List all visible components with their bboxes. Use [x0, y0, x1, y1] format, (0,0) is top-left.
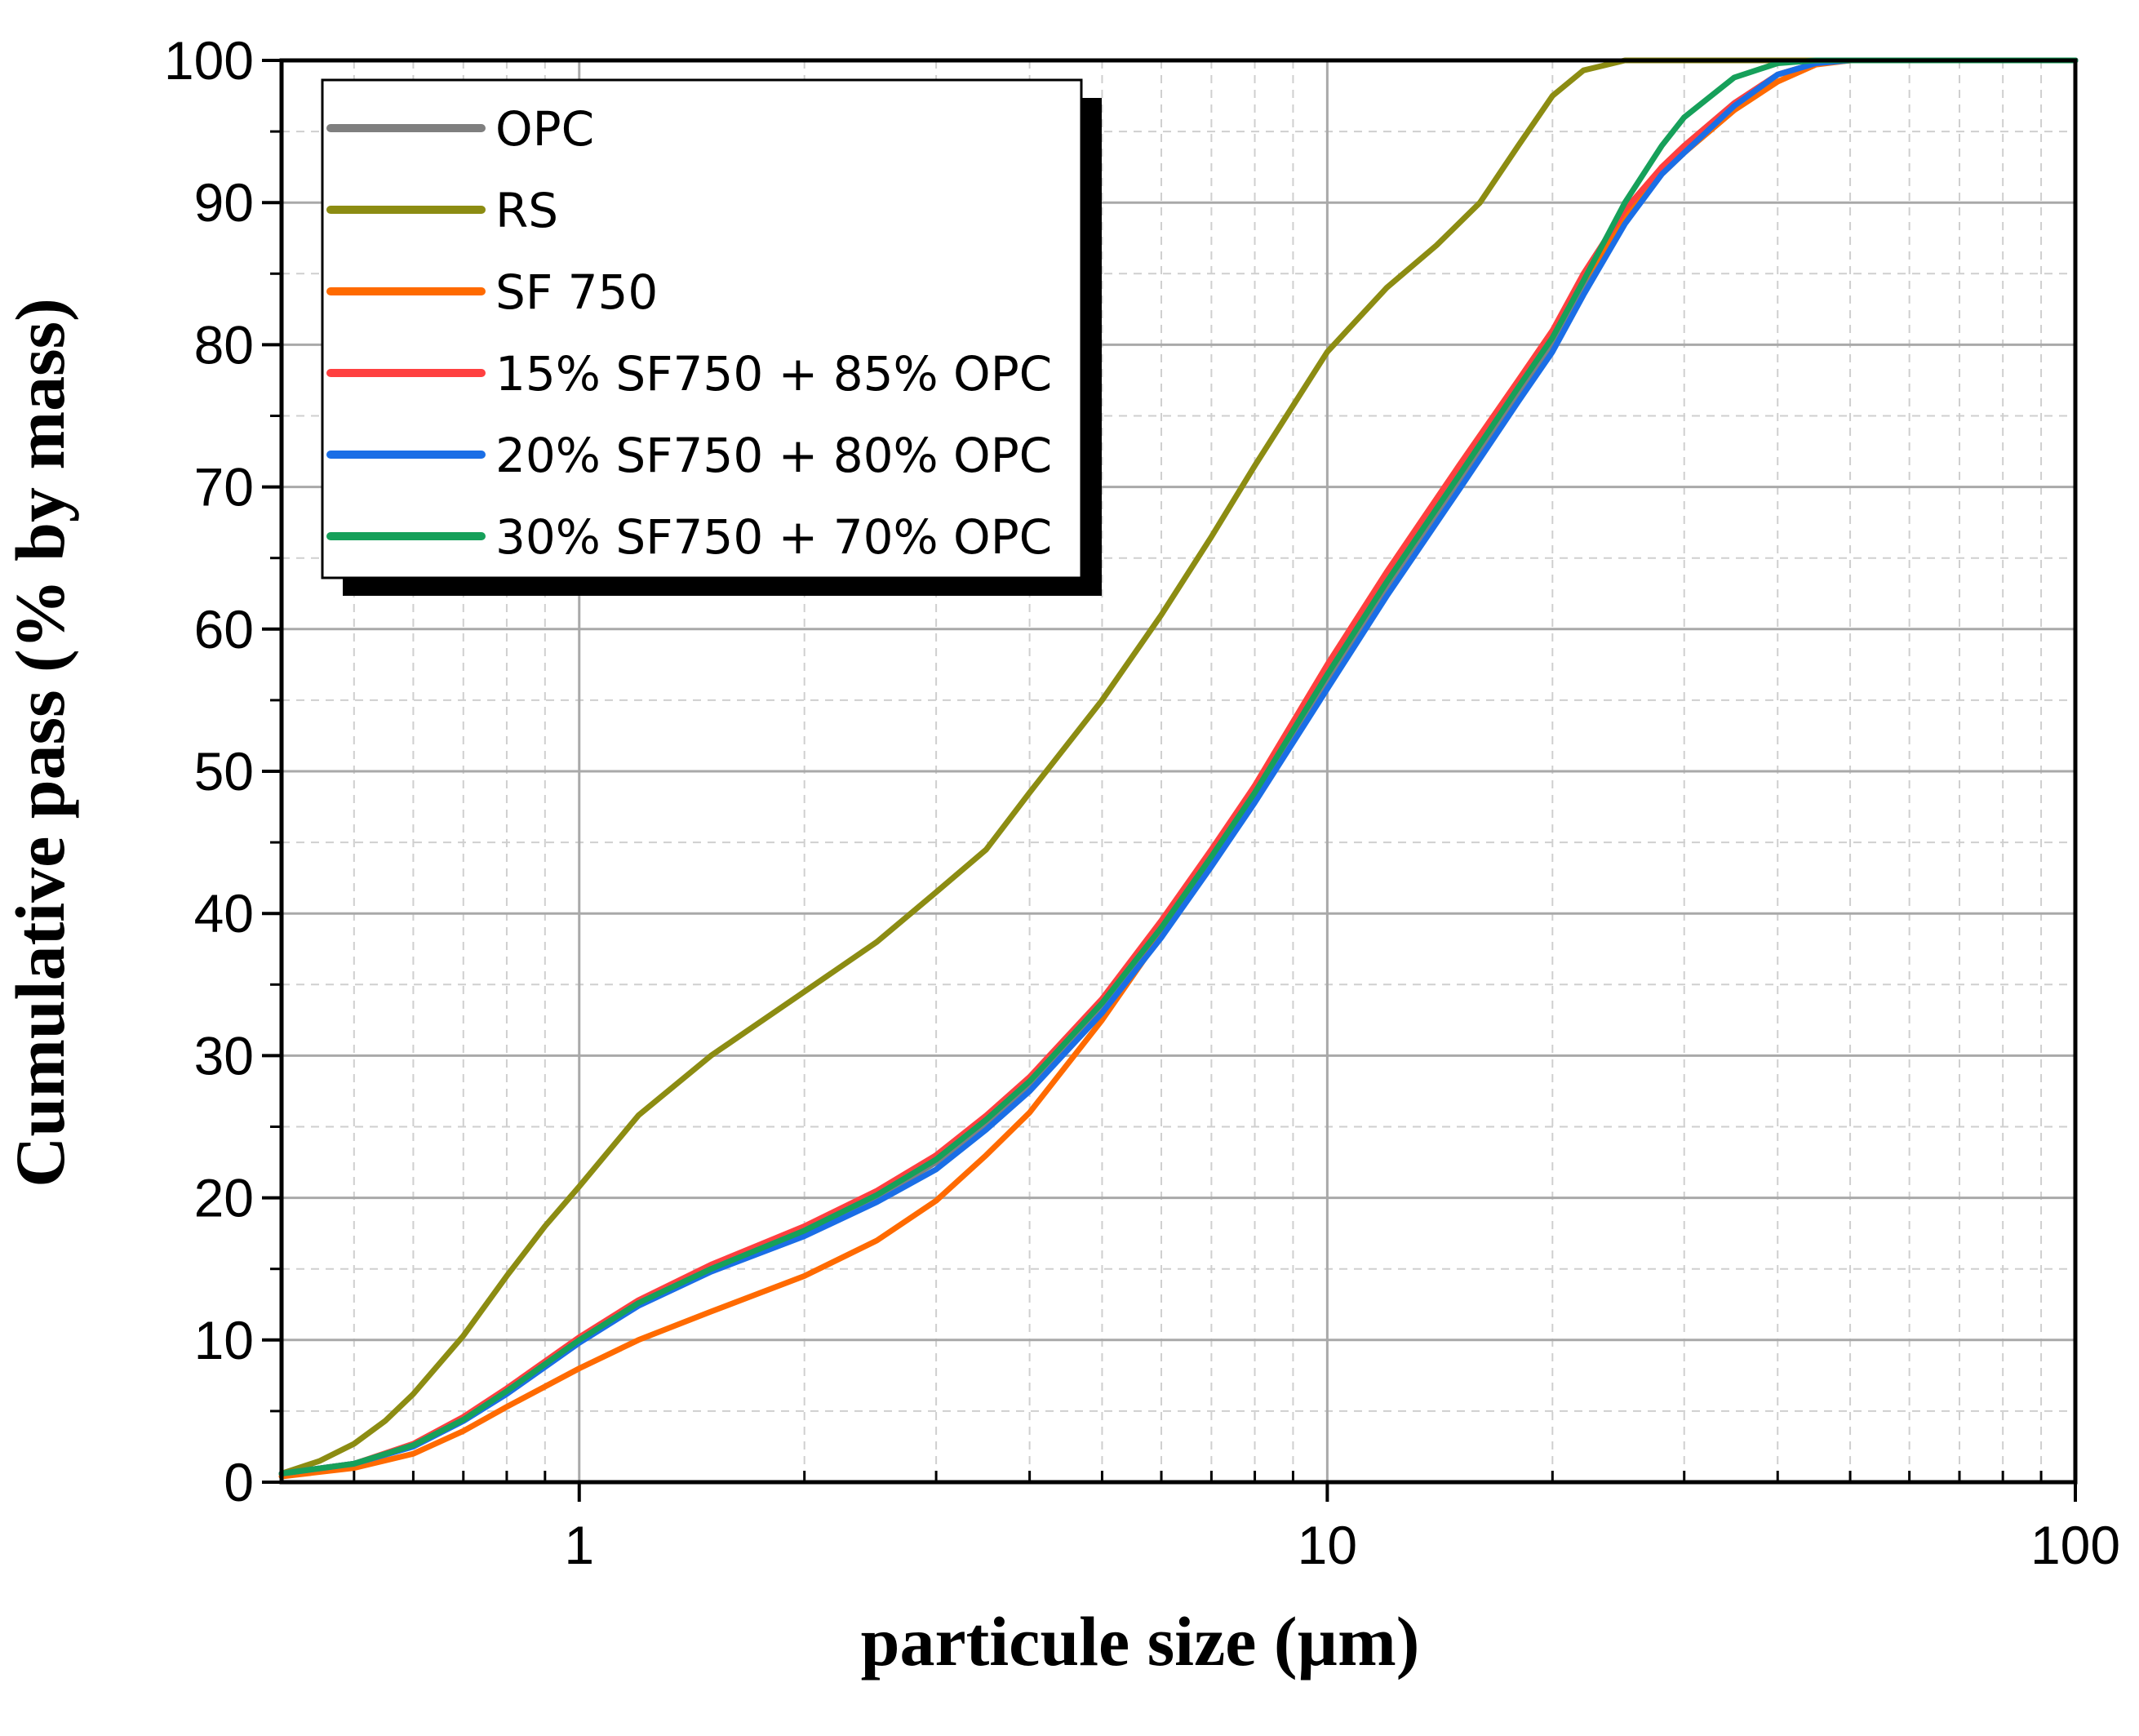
x-tick-label: 1 [564, 1515, 594, 1575]
legend-items: OPC RS SF 750 15% SF750 + 85% OPC 20% SF750 … [326, 101, 1052, 565]
y-tick-label: 100 [164, 30, 254, 91]
axis-tick-labels: 1 10 100 0 10 20 30 40 50 60 70 80 90 100 [164, 30, 2120, 1575]
axis-ticks [262, 59, 2077, 1502]
y-axis-title: Cumulative pass (% by mass) [1, 298, 79, 1187]
legend-label-30-sf750-70-opc: 30% SF750 + 70% OPC [495, 509, 1052, 565]
y-tick-label: 90 [194, 172, 254, 233]
legend-label-rs: RS [495, 183, 558, 238]
series-line-30-sf750-70-opc [278, 57, 2079, 1476]
y-tick-label: 50 [194, 741, 254, 801]
y-tick-label: 70 [194, 457, 254, 517]
x-tick-label: 100 [2030, 1515, 2120, 1575]
y-tick-label: 40 [194, 883, 254, 943]
y-tick-label: 10 [194, 1310, 254, 1370]
y-tick-label: 30 [194, 1025, 254, 1086]
legend-label-opc: OPC [495, 101, 594, 157]
y-tick-label: 60 [194, 599, 254, 659]
series-line-rs [278, 57, 2079, 1476]
series-layer [278, 57, 2079, 1480]
legend-label-sf-750: SF 750 [495, 264, 658, 320]
major-gridlines [282, 60, 2075, 1482]
y-tick-label: 20 [194, 1168, 254, 1228]
x-tick-label: 10 [1298, 1515, 1357, 1575]
x-axis-title: particule size (µm) [861, 1602, 1420, 1681]
legend-label-20-sf750-80-opc: 20% SF750 + 80% OPC [495, 428, 1052, 483]
legend-box [321, 78, 1083, 579]
legend-label-15-sf750-85-opc: 15% SF750 + 85% OPC [495, 346, 1052, 402]
y-tick-label: 0 [224, 1452, 254, 1512]
y-tick-label: 80 [194, 314, 254, 375]
legend: OPC RS SF 750 15% SF750 + 85% OPC 20% SF750 … [321, 78, 1102, 596]
